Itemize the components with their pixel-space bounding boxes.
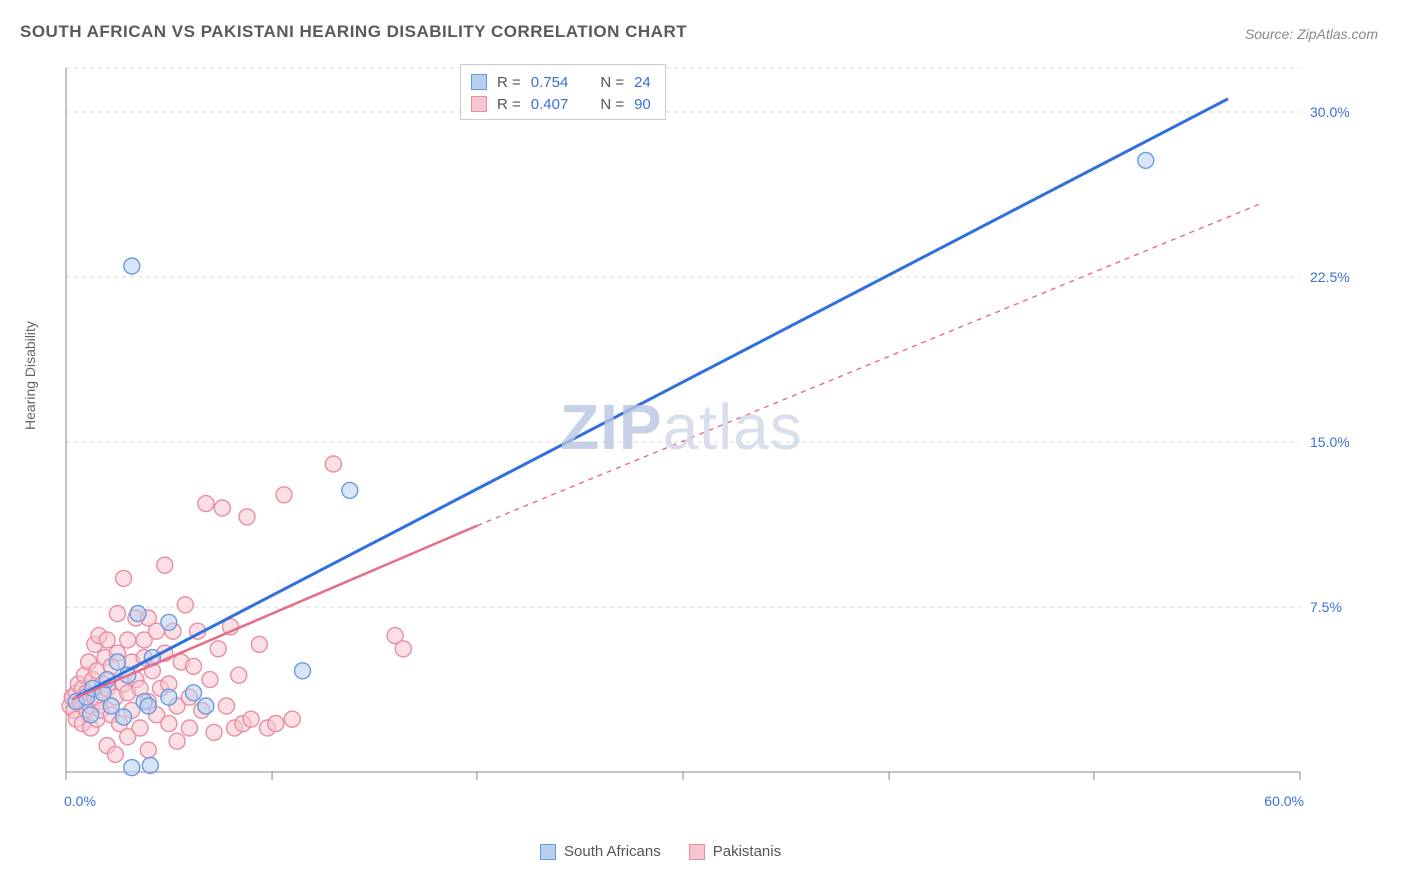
svg-text:7.5%: 7.5% xyxy=(1310,599,1342,615)
plot-area: 7.5% 15.0% 22.5% 30.0% 0.0% 60.0% xyxy=(60,62,1360,832)
legend-series-label: South Africans xyxy=(564,843,661,860)
svg-text:60.0%: 60.0% xyxy=(1264,793,1304,809)
svg-text:0.0%: 0.0% xyxy=(64,793,96,809)
svg-text:30.0%: 30.0% xyxy=(1310,104,1350,120)
chart-svg: 7.5% 15.0% 22.5% 30.0% 0.0% 60.0% xyxy=(60,62,1360,832)
legend-swatch xyxy=(471,96,487,112)
legend-series: South Africans Pakistanis xyxy=(540,843,781,860)
legend-swatch xyxy=(471,74,487,90)
legend-series-label: Pakistanis xyxy=(713,843,781,860)
legend-swatch xyxy=(540,844,556,860)
y-axis-label: Hearing Disability xyxy=(22,321,38,430)
legend-stats-row: R = 0.407N = 90 xyxy=(471,93,651,115)
svg-text:22.5%: 22.5% xyxy=(1310,269,1350,285)
legend-swatch xyxy=(689,844,705,860)
chart-title: SOUTH AFRICAN VS PAKISTANI HEARING DISAB… xyxy=(20,22,687,42)
source-attribution: Source: ZipAtlas.com xyxy=(1245,26,1378,42)
legend-stats: R = 0.754N = 24R = 0.407N = 90 xyxy=(460,64,666,120)
legend-series-item: Pakistanis xyxy=(689,843,781,860)
legend-stats-row: R = 0.754N = 24 xyxy=(471,71,651,93)
legend-series-item: South Africans xyxy=(540,843,661,860)
svg-text:15.0%: 15.0% xyxy=(1310,434,1350,450)
